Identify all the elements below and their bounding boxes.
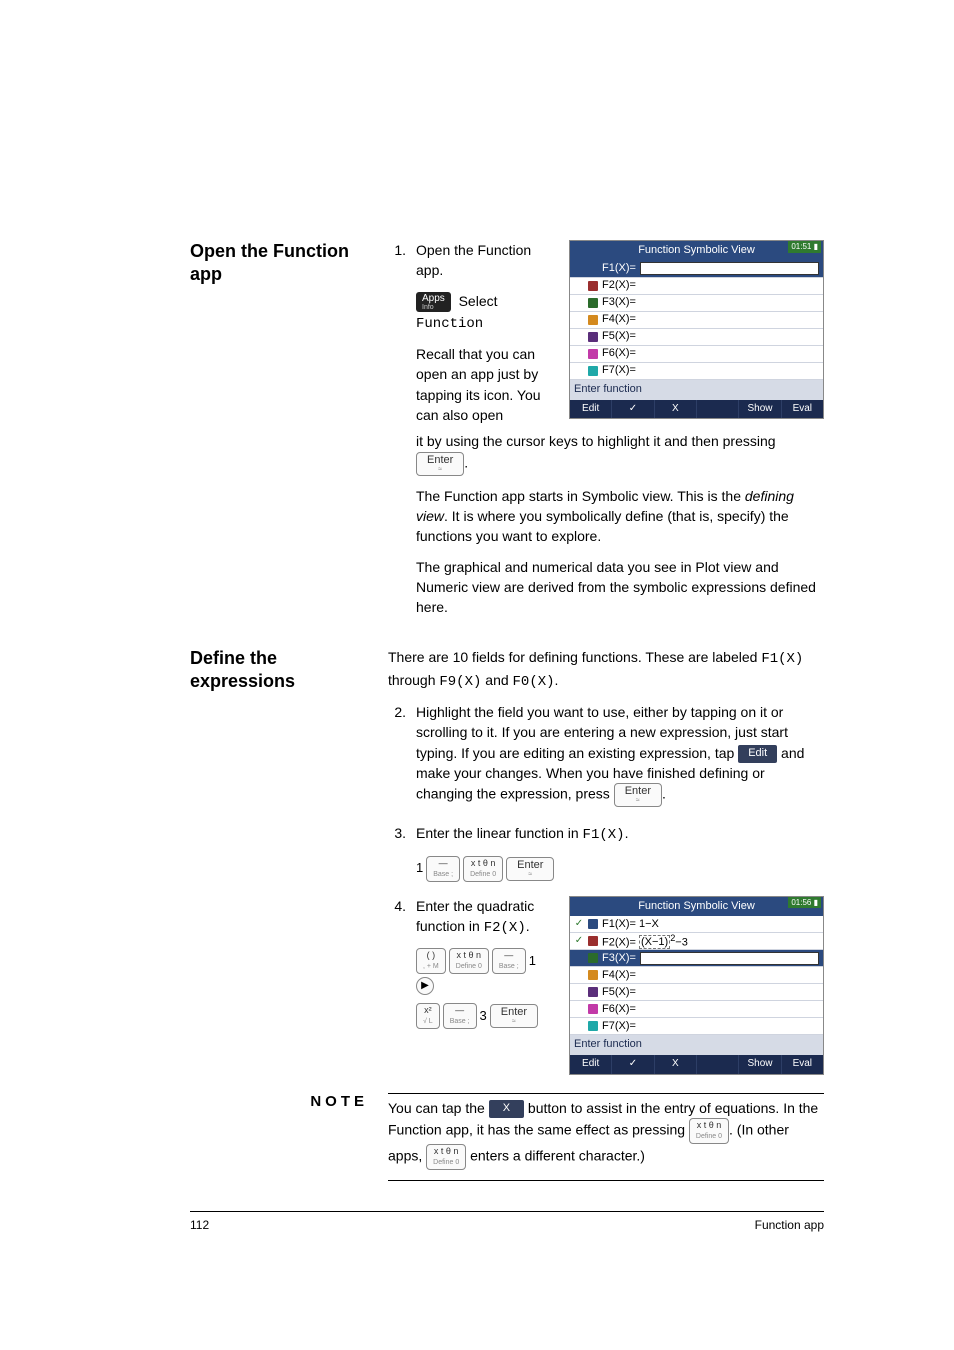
- xt-key: x t θ nDefine 0: [463, 856, 503, 882]
- footer-title: Function app: [755, 1218, 824, 1232]
- paren-key: ( ), + M: [416, 948, 446, 974]
- edit-softkey: Edit: [738, 745, 777, 763]
- calculator-screenshot-1: Function Symbolic View 01:51 ▮ F1(X)= F2…: [569, 240, 824, 419]
- square-key: x²√ L: [416, 1003, 440, 1029]
- step-number: 1.: [388, 240, 406, 425]
- para-symbolic-view: The Function app starts in Symbolic view…: [416, 486, 824, 547]
- step4-text: Enter the quadratic function in F2(X).: [416, 896, 553, 939]
- step-number: 4.: [388, 896, 406, 1038]
- apps-key: AppsInfo: [416, 292, 451, 312]
- step-number: 2.: [388, 702, 406, 817]
- para-derived: The graphical and numerical data you see…: [416, 557, 824, 618]
- step2-text: Highlight the field you want to use, eit…: [416, 702, 824, 807]
- page-number: 112: [190, 1218, 209, 1232]
- xt-key: x t θ nDefine 0: [689, 1118, 729, 1144]
- note-heading: NOTE: [190, 1093, 368, 1181]
- section-heading: Open the Function app: [190, 240, 368, 629]
- keystroke-line-2a: ( ), + M x t θ nDefine 0 —Base ; 1 ▶: [416, 948, 553, 995]
- neg-key: —Base ;: [426, 856, 460, 882]
- note-body: You can tap the X button to assist in th…: [388, 1093, 824, 1181]
- recall-paragraph: it by using the cursor keys to highlight…: [416, 431, 824, 475]
- intro-para: There are 10 fields for defining functio…: [388, 647, 824, 692]
- neg-key: —Base ;: [492, 948, 526, 974]
- enter-key: Enter≈: [490, 1004, 538, 1028]
- page-footer: 112 Function app: [190, 1211, 824, 1232]
- step-number: 3.: [388, 823, 406, 889]
- calculator-screenshot-2: Function Symbolic View 01:56 ▮ ✓F1(X)= 1…: [569, 896, 824, 1075]
- section-heading-2: Define the expressions: [190, 647, 368, 1074]
- xt-key: x t θ nDefine 0: [426, 1144, 466, 1170]
- enter-key: Enter≈: [614, 783, 662, 807]
- enter-key: Enter≈: [506, 857, 554, 881]
- right-arrow-key: ▶: [416, 977, 434, 995]
- neg-key: —Base ;: [443, 1003, 477, 1029]
- xt-key: x t θ nDefine 0: [449, 948, 489, 974]
- step-text: Open the Function app.: [416, 240, 553, 281]
- step-keys: AppsInfo Select Function: [416, 291, 553, 335]
- keystroke-line-1: 1 —Base ; x t θ nDefine 0 Enter≈: [416, 856, 824, 882]
- recall-paragraph-part: Recall that you can open an app just by …: [416, 344, 553, 425]
- keystroke-line-2b: x²√ L —Base ; 3 Enter≈: [416, 1003, 553, 1029]
- x-softkey: X: [489, 1100, 524, 1118]
- enter-key: Enter≈: [416, 452, 464, 476]
- step3-text: Enter the linear function in F1(X).: [416, 823, 824, 845]
